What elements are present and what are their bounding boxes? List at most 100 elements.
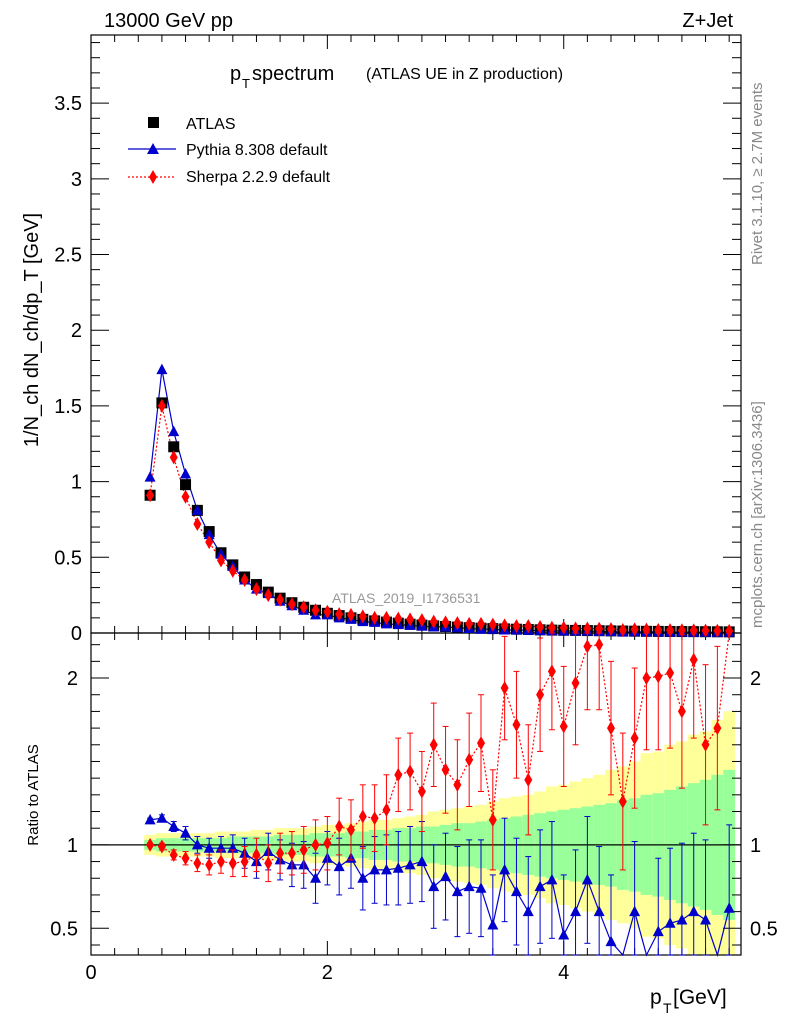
sherpa-ratio-point: [536, 687, 545, 702]
sherpa-point: [358, 609, 367, 624]
pythia-ratio-point: [593, 905, 605, 917]
sherpa-ratio-point: [299, 842, 308, 857]
header-right: Z+Jet: [682, 10, 733, 32]
pythia-ratio-point: [652, 925, 664, 937]
sherpa-ratio-point: [169, 847, 178, 862]
sherpa-ratio-point: [618, 794, 627, 809]
pythia-ratio-point: [191, 838, 203, 850]
sherpa-ratio-point: [465, 752, 474, 767]
y-tick-label: 3: [71, 169, 82, 191]
sherpa-point: [394, 611, 403, 626]
legend-label-sherpa: Sherpa 2.2.9 default: [186, 169, 331, 186]
sherpa-ratio-point: [571, 676, 580, 691]
pythia-point: [156, 363, 168, 375]
pythia-ratio-point: [144, 813, 156, 825]
title-rest: spectrum: [252, 63, 334, 85]
ratio-tick-label: 2: [67, 668, 78, 690]
sherpa-ratio-point: [713, 721, 722, 736]
title-sub: T: [242, 76, 250, 91]
sherpa-ratio-point: [500, 681, 509, 696]
pythia-ratio-point: [629, 905, 641, 917]
sherpa-ratio-point: [394, 767, 403, 782]
pythia-ratio-point: [558, 928, 570, 940]
pythia-ratio-point: [428, 880, 440, 892]
sherpa-ratio-point: [488, 812, 497, 827]
header-left: 13000 GeV pp: [104, 10, 233, 32]
pythia-point: [168, 425, 180, 437]
sherpa-point: [299, 600, 308, 615]
sherpa-ratio-point: [252, 847, 261, 862]
pythia-ratio-point: [168, 820, 180, 832]
pythia-ratio-point: [416, 855, 428, 867]
sherpa-ratio-point: [217, 854, 225, 869]
sherpa-point: [524, 619, 533, 634]
sherpa-point: [429, 614, 438, 629]
sherpa-ratio-point: [677, 704, 686, 719]
sherpa-point: [146, 488, 155, 503]
legend-label-atlas: ATLAS: [186, 116, 236, 133]
pythia-point: [191, 504, 203, 515]
sherpa-ratio-point: [630, 731, 639, 746]
pythia-ratio-point: [451, 885, 463, 897]
sherpa-point: [169, 450, 178, 465]
sherpa-point: [488, 617, 497, 632]
sherpa-ratio-point: [311, 837, 320, 852]
y-tick-label: 1.5: [54, 396, 82, 418]
mcplots-label: mcplots.cern.ch [arXiv:1306.3436]: [749, 401, 766, 628]
pythia-ratio-point: [310, 872, 322, 883]
sherpa-point: [677, 623, 686, 638]
ratio-plot-frame: [90, 632, 742, 956]
x-tick-label: 4: [558, 962, 569, 984]
ratio-tick-label: 1: [67, 835, 78, 857]
pythia-ratio-point: [333, 860, 345, 872]
sherpa-point: [441, 615, 450, 630]
sherpa-point: [193, 516, 202, 531]
sherpa-point: [512, 619, 521, 634]
pythia-ratio-point: [180, 827, 192, 838]
sherpa-point: [583, 621, 592, 636]
x-axis-label-rest: [GeV]: [673, 986, 727, 1009]
pythia-ratio-point: [688, 905, 700, 917]
ratio-plot-marks: [144, 632, 735, 958]
rivet-label: Rivet 3.1.10, ≥ 2.7M events: [749, 83, 766, 266]
sherpa-point: [547, 620, 556, 635]
sherpa-point: [417, 613, 426, 628]
rivet-label-text: Rivet 3.1.10, ≥ 2.7M events: [749, 83, 766, 266]
sherpa-point: [252, 582, 261, 597]
x-tick-label: 0: [85, 962, 96, 984]
legend-label-pythia: Pythia 8.308 default: [186, 142, 328, 159]
y-axis-label-text: 1/N_ch dN_ch/dp_T [GeV]: [21, 213, 43, 447]
sherpa-point: [630, 622, 639, 637]
y-tick-label: 2: [71, 320, 82, 342]
sherpa-point: [181, 489, 190, 504]
sherpa-point: [240, 573, 249, 588]
pythia-ratio-point: [664, 917, 676, 928]
pythia-ratio-point: [581, 873, 593, 885]
sherpa-ratio-point: [205, 857, 214, 872]
pythia-ratio-point: [676, 913, 688, 925]
ratio-tick-label: 0.5: [50, 918, 78, 940]
sherpa-point: [607, 622, 615, 637]
pythia-ratio-point: [499, 863, 511, 875]
sherpa-point: [500, 618, 509, 633]
sherpa-ratio-point: [287, 846, 296, 861]
sherpa-point: [347, 607, 355, 622]
sherpa-point: [276, 592, 285, 607]
sherpa-point: [536, 619, 545, 634]
sherpa-ratio-point: [181, 851, 190, 866]
chart-title: p T spectrum (ATLAS UE in Z production): [230, 63, 563, 91]
ratio-axis-label: Ratio to ATLAS: [25, 744, 42, 845]
sherpa-ratio-point: [559, 719, 568, 734]
sherpa-ratio-point: [607, 721, 615, 736]
sherpa-ratio-point: [701, 737, 710, 752]
sherpa-ratio-point: [689, 652, 698, 667]
atlas-point: [168, 441, 180, 453]
sherpa-point: [311, 603, 320, 618]
sherpa-ratio-point: [547, 664, 556, 679]
x-axis-label: p T [GeV]: [650, 986, 727, 1016]
pythia-ratio-point: [510, 885, 522, 897]
pythia-ratio-point: [546, 873, 558, 885]
pythia-ratio-point: [380, 863, 392, 875]
legend: ATLAS Pythia 8.308 default Sherpa 2.2.9 …: [128, 116, 331, 186]
